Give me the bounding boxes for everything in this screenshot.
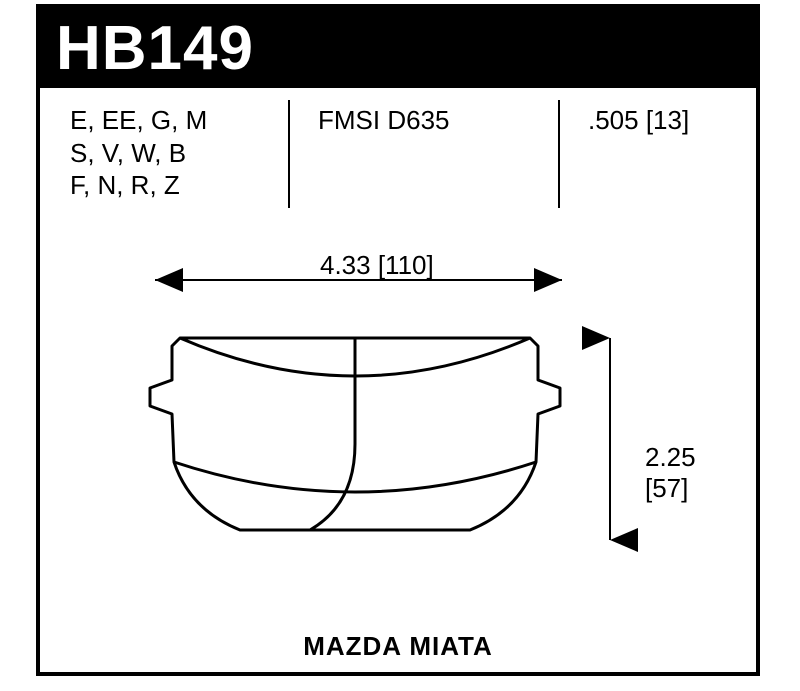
bottom-arc [174,462,536,492]
header-bar: HB149 [40,8,756,88]
specs-row: E, EE, G, M S, V, W, B F, N, R, Z FMSI D… [40,104,756,214]
part-number: HB149 [56,13,254,84]
compound-codes: E, EE, G, M S, V, W, B F, N, R, Z [70,104,207,202]
codes-line-1: E, EE, G, M [70,104,207,137]
spec-frame: HB149 E, EE, G, M S, V, W, B F, N, R, Z … [36,4,760,676]
fmsi-code: FMSI D635 [318,104,450,137]
model-label: MAZDA MIATA [40,631,756,662]
separator-2 [558,100,560,208]
codes-line-2: S, V, W, B [70,137,207,170]
codes-line-3: F, N, R, Z [70,169,207,202]
thickness-value: .505 [13] [588,104,689,137]
pad-diagram [40,238,756,678]
center-divider [310,338,355,530]
separator-1 [288,100,290,208]
diagram-svg [40,238,756,598]
